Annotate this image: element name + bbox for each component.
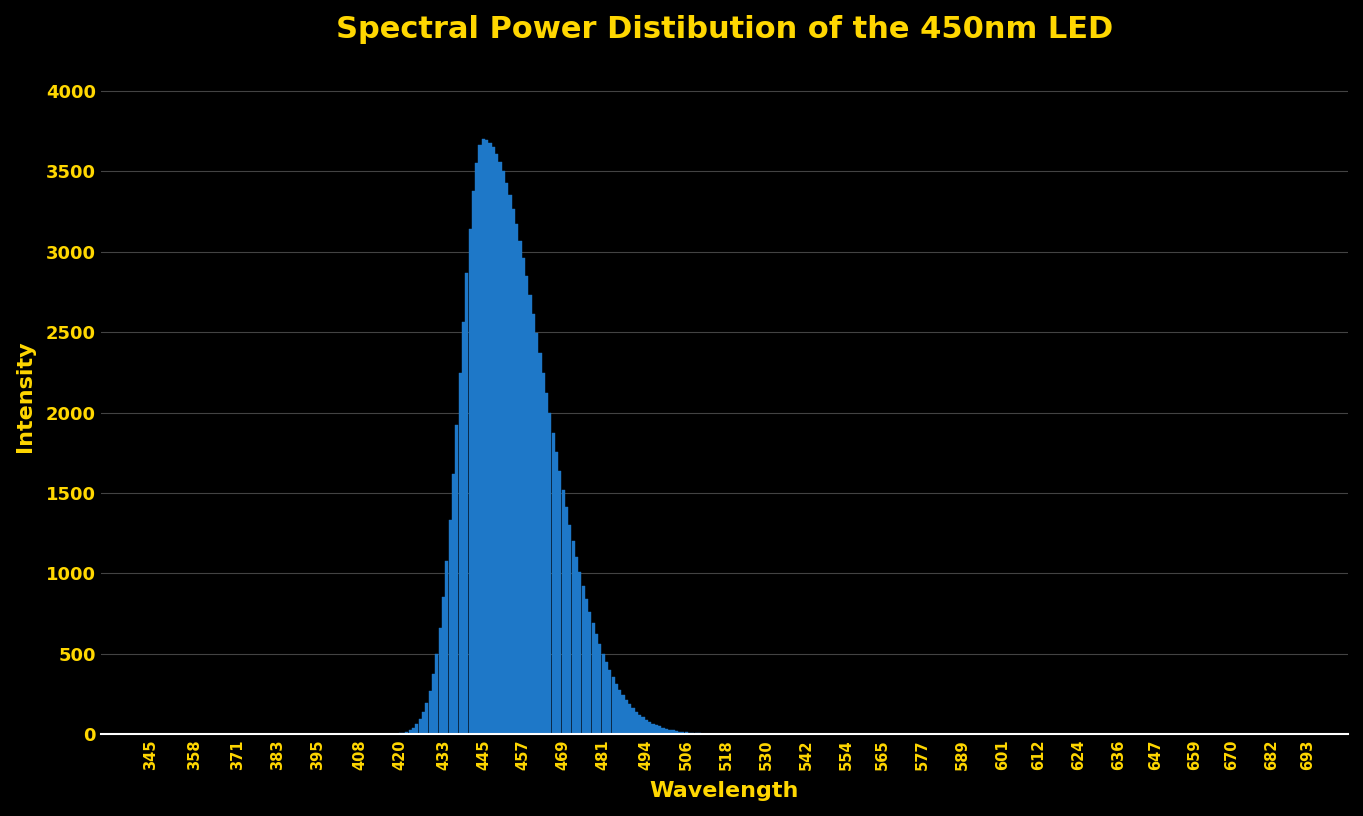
Bar [642,717,645,734]
X-axis label: Wavelength: Wavelength [650,781,799,801]
Bar [428,690,432,734]
Bar [455,424,458,734]
Bar [472,192,474,734]
Bar [469,228,472,734]
Bar [508,195,511,734]
Bar [555,452,557,734]
Bar [446,561,448,734]
Bar [562,490,564,734]
Bar [559,472,562,734]
Bar [515,224,518,734]
Bar [688,733,691,734]
Bar [631,708,635,734]
Bar [476,163,478,734]
Bar [592,623,594,734]
Bar [575,557,578,734]
Bar [672,730,675,734]
Bar [578,572,582,734]
Bar [598,645,601,734]
Bar [545,393,548,734]
Bar [423,712,425,734]
Bar [612,677,615,734]
Bar [506,183,508,734]
Bar [412,728,416,734]
Bar [665,729,668,734]
Bar [518,241,522,734]
Bar [635,712,638,734]
Bar [511,209,515,734]
Bar [654,725,658,734]
Bar [605,663,608,734]
Bar [622,695,624,734]
Bar [525,276,529,734]
Bar [638,715,641,734]
Bar [541,374,545,734]
Bar [488,143,492,734]
Bar [495,153,499,734]
Bar [529,295,532,734]
Bar [585,599,587,734]
Bar [532,314,534,734]
Bar [418,720,421,734]
Bar [615,684,617,734]
Title: Spectral Power Distibution of the 450nm LED: Spectral Power Distibution of the 450nm … [335,15,1114,44]
Bar [478,145,481,734]
Bar [608,670,612,734]
Bar [552,433,555,734]
Bar [675,731,677,734]
Bar [425,703,428,734]
Y-axis label: Intensity: Intensity [15,341,35,452]
Bar [485,140,488,734]
Bar [538,353,541,734]
Bar [435,654,439,734]
Bar [647,721,652,734]
Bar [465,273,469,734]
Bar [582,586,585,734]
Bar [416,725,418,734]
Bar [458,374,462,734]
Bar [409,730,412,734]
Bar [571,541,575,734]
Bar [402,733,405,734]
Bar [442,597,446,734]
Bar [492,148,495,734]
Bar [668,730,671,734]
Bar [462,322,465,734]
Bar [568,525,571,734]
Bar [652,724,654,734]
Bar [628,704,631,734]
Bar [522,258,525,734]
Bar [645,720,647,734]
Bar [691,733,695,734]
Bar [439,628,442,734]
Bar [619,690,622,734]
Bar [661,728,665,734]
Bar [405,732,409,734]
Bar [624,700,628,734]
Bar [601,654,605,734]
Bar [684,733,688,734]
Bar [448,520,451,734]
Bar [536,334,538,734]
Bar [548,414,552,734]
Bar [502,171,504,734]
Bar [658,726,661,734]
Bar [432,674,435,734]
Bar [453,474,455,734]
Bar [564,508,568,734]
Bar [677,731,682,734]
Bar [481,140,485,734]
Bar [499,162,502,734]
Bar [682,732,684,734]
Bar [594,634,598,734]
Bar [589,612,592,734]
